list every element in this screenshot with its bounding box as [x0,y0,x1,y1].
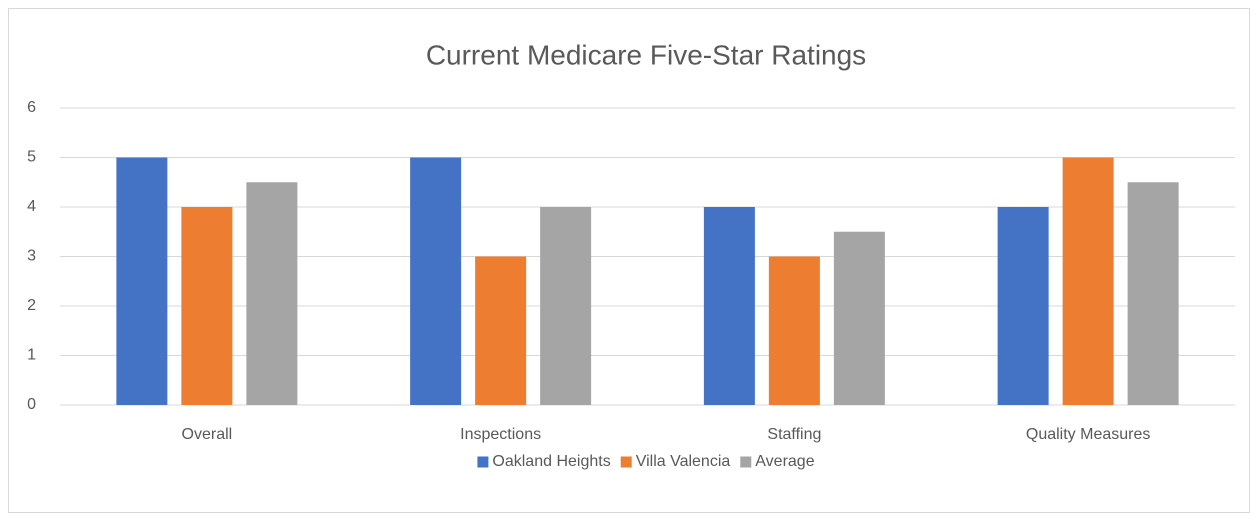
x-tick-label: Inspections [460,426,541,443]
bar [246,182,298,405]
bar [116,157,168,405]
bar [833,231,885,405]
legend-label: Oakland Heights [492,453,610,470]
y-tick-label: 3 [27,248,36,265]
legend-swatch [477,456,489,468]
legend-label: Villa Valencia [636,453,731,470]
y-tick-label: 6 [27,99,36,116]
y-tick-label: 0 [27,396,36,413]
x-tick-label: Overall [182,426,233,443]
bar [997,207,1049,405]
y-tick-label: 4 [27,198,36,215]
legend-label: Average [755,453,814,470]
x-tick-label: Quality Measures [1026,426,1151,443]
legend-swatch [620,456,632,468]
bar [768,256,820,405]
x-tick-label: Staffing [767,426,821,443]
bar [475,256,527,405]
bar [703,207,755,405]
bar [540,207,592,405]
legend-swatch [740,456,752,468]
bar [181,207,233,405]
bar [1062,157,1114,405]
y-tick-label: 2 [27,297,36,314]
y-tick-label: 5 [27,149,36,166]
legend: Oakland Heights Villa Valencia Average [477,453,815,470]
y-tick-label: 1 [27,347,36,364]
chart-title: Current Medicare Five-Star Ratings [426,39,866,70]
bar [1127,182,1179,405]
bar [410,157,462,405]
